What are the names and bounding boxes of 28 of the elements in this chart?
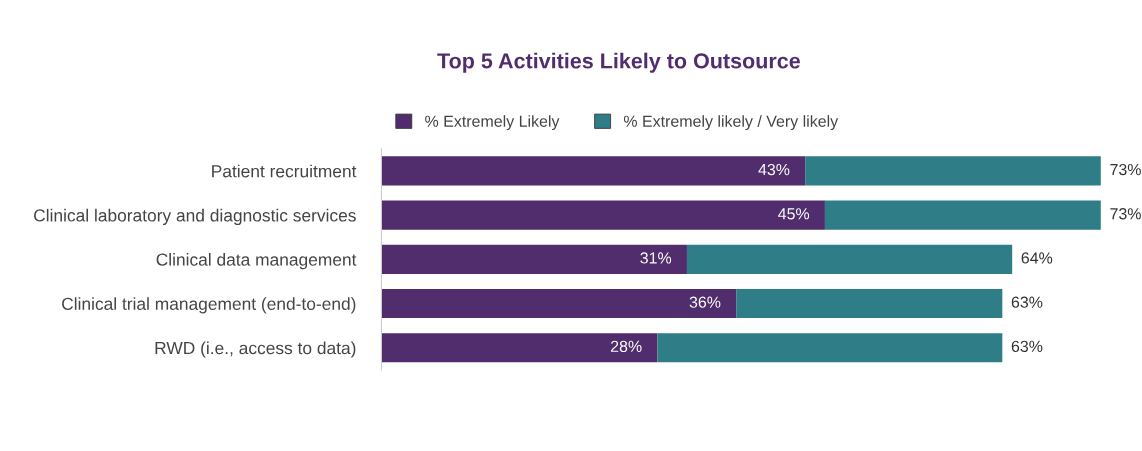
data-label: 31%	[640, 252, 672, 264]
data-label: 45%	[778, 208, 810, 220]
data-label: 36%	[689, 296, 721, 308]
y-tick-label: Clinical laboratory and diagnostic services	[34, 208, 356, 226]
bar	[805, 156, 1101, 186]
total-label: 63%	[1011, 340, 1043, 353]
total-label: 73%	[1110, 163, 1141, 176]
y-tick-label: RWD (i.e., access to data)	[155, 341, 356, 358]
chart-title: Top 5 Activities Likely to Outsource	[437, 52, 800, 73]
bar	[381, 333, 658, 363]
legend-label: % Extremely Likely	[425, 115, 560, 131]
total-label: 63%	[1011, 296, 1043, 308]
bar	[381, 200, 825, 230]
bar	[657, 333, 1003, 363]
data-label: 28%	[610, 340, 642, 353]
bar	[686, 244, 1013, 274]
total-label: 73%	[1110, 208, 1141, 220]
data-label: 43%	[758, 163, 790, 176]
bar	[381, 288, 737, 319]
bar	[824, 200, 1101, 230]
y-tick-label: Clinical data management	[156, 253, 357, 270]
bar	[381, 244, 687, 274]
total-label: 64%	[1021, 252, 1053, 264]
bar	[736, 288, 1003, 319]
y-tick-label: Patient recruitment	[212, 164, 357, 178]
bar	[381, 156, 806, 186]
legend-label: % Extremely likely / Very likely	[623, 115, 839, 131]
y-tick-label: Clinical trial management (end-to-end)	[62, 297, 356, 314]
